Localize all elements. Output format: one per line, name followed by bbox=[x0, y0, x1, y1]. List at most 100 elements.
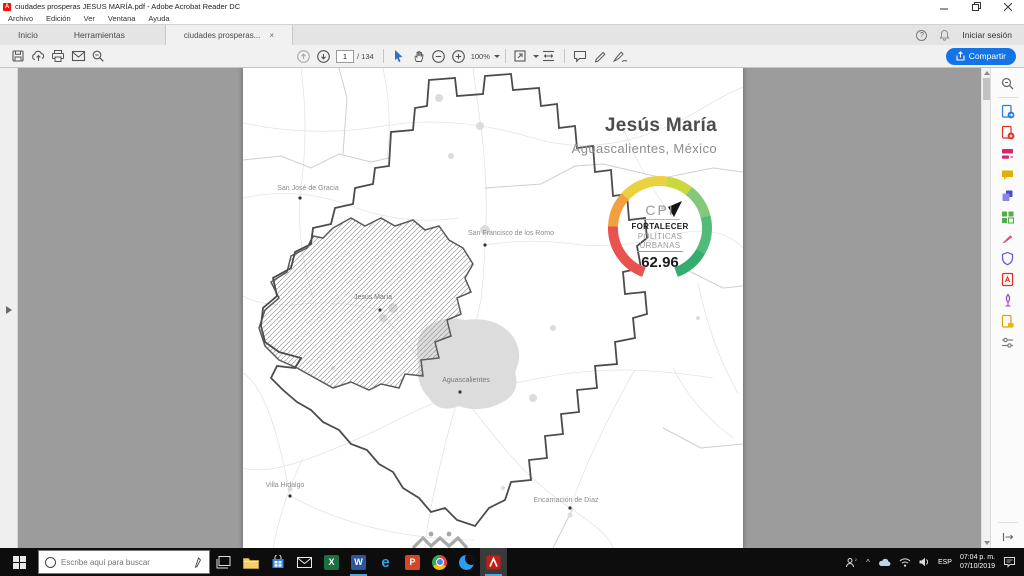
fit-page-button[interactable] bbox=[511, 47, 531, 65]
pdf-page: San José de Gracia San Francisco de los … bbox=[242, 68, 762, 548]
word-icon[interactable]: W bbox=[345, 548, 372, 576]
cpi-gauge: CPI FORTALECER POLÍTICAS URBANAS 62.96 bbox=[607, 175, 713, 281]
chrome-icon[interactable] bbox=[426, 548, 453, 576]
close-button[interactable] bbox=[992, 0, 1024, 13]
language-indicator[interactable]: ESP bbox=[937, 558, 952, 566]
protect-pdf-icon[interactable] bbox=[997, 248, 1019, 269]
gauge-value: 62.96 bbox=[641, 254, 679, 271]
svg-text:²: ² bbox=[855, 558, 857, 564]
comment-panel-icon[interactable] bbox=[997, 164, 1019, 185]
map-label: San José de Gracia bbox=[277, 185, 339, 192]
system-tray: ² ^ ESP 07:04 p. m. 07/10/2019 bbox=[845, 553, 1024, 571]
onedrive-cloud-icon[interactable] bbox=[878, 558, 891, 567]
page-number-input[interactable]: 1 bbox=[336, 49, 354, 63]
gauge-acronym: CPI bbox=[640, 202, 680, 220]
restore-button[interactable] bbox=[960, 0, 992, 13]
navigation-pane-strip bbox=[0, 68, 18, 548]
tab-close-icon[interactable]: × bbox=[269, 30, 275, 40]
next-page-button[interactable] bbox=[313, 47, 333, 65]
hand-tool-button[interactable] bbox=[409, 47, 429, 65]
gauge-line3: URBANAS bbox=[636, 241, 684, 252]
map-label: Encarnación de Díaz bbox=[534, 497, 599, 504]
share-icon bbox=[956, 51, 965, 61]
zoom-level-label[interactable]: 100% bbox=[470, 51, 490, 61]
vertical-scrollbar[interactable] bbox=[981, 68, 990, 548]
fit-width-button[interactable] bbox=[539, 47, 559, 65]
menu-edicion[interactable]: Edición bbox=[46, 14, 71, 23]
task-view-button[interactable] bbox=[210, 548, 237, 576]
hidden-icons-chevron[interactable]: ^ bbox=[866, 557, 870, 567]
page-total-label: / 134 bbox=[357, 51, 374, 61]
excel-icon[interactable]: X bbox=[318, 548, 345, 576]
help-icon[interactable]: ? bbox=[916, 29, 928, 41]
clock-date: 07/10/2019 bbox=[959, 563, 995, 570]
zoom-dropdown-caret[interactable] bbox=[493, 54, 500, 58]
tab-document-label: ciudades prosperas... bbox=[183, 30, 261, 40]
share-button[interactable]: Compartir bbox=[945, 47, 1016, 65]
combine-files-icon[interactable] bbox=[997, 185, 1019, 206]
clock-time: 07:04 p. m. bbox=[959, 554, 995, 561]
scrollbar-thumb[interactable] bbox=[983, 78, 990, 100]
share-label: Compartir bbox=[968, 51, 1006, 61]
tools-panel bbox=[990, 68, 1024, 548]
menu-ver[interactable]: Ver bbox=[83, 14, 95, 23]
fill-sign-icon[interactable] bbox=[997, 227, 1019, 248]
expand-panel-icon[interactable] bbox=[1002, 532, 1014, 542]
search-icon[interactable] bbox=[88, 47, 108, 65]
previous-page-button[interactable] bbox=[293, 47, 313, 65]
powerpoint-icon[interactable]: P bbox=[399, 548, 426, 576]
taskbar-search-input[interactable] bbox=[61, 557, 189, 567]
zoom-out-button[interactable] bbox=[429, 47, 449, 65]
upload-cloud-button[interactable] bbox=[28, 47, 48, 65]
start-button[interactable] bbox=[0, 548, 38, 576]
bell-icon[interactable] bbox=[939, 29, 951, 41]
menu-bar: Archivo Edición Ver Ventana Ayuda bbox=[0, 13, 1024, 24]
print-button[interactable] bbox=[48, 47, 68, 65]
page-subtitle: Aguascalientes, México bbox=[571, 141, 717, 156]
menu-archivo[interactable]: Archivo bbox=[8, 14, 34, 23]
tab-herramientas[interactable]: Herramientas bbox=[73, 30, 125, 40]
organize-pages-icon[interactable] bbox=[997, 206, 1019, 227]
select-tool-button[interactable] bbox=[389, 47, 409, 65]
menu-ventana[interactable]: Ventana bbox=[107, 14, 136, 23]
people-icon[interactable]: ² bbox=[845, 557, 858, 568]
network-icon[interactable] bbox=[899, 557, 911, 567]
edit-pdf-icon[interactable] bbox=[997, 143, 1019, 164]
search-tool-icon[interactable] bbox=[997, 73, 1019, 94]
document-title-block: Jesús María Aguascalientes, México bbox=[572, 115, 717, 156]
acrobat-taskbar-icon[interactable] bbox=[480, 548, 507, 576]
compress-pdf-icon[interactable] bbox=[997, 269, 1019, 290]
fit-dropdown-caret[interactable] bbox=[532, 54, 539, 58]
highlight-pencil-button[interactable] bbox=[590, 47, 610, 65]
file-explorer-icon[interactable] bbox=[237, 548, 264, 576]
more-tools-icon[interactable] bbox=[997, 332, 1019, 353]
microsoft-store-icon[interactable] bbox=[264, 548, 291, 576]
edge-icon[interactable]: e bbox=[381, 553, 390, 571]
create-pdf-icon[interactable] bbox=[997, 122, 1019, 143]
expand-nav-pane-icon[interactable] bbox=[6, 306, 12, 314]
mail-app-icon[interactable] bbox=[291, 548, 318, 576]
volume-icon[interactable] bbox=[919, 557, 930, 567]
tab-inicio[interactable]: Inicio bbox=[18, 30, 38, 40]
certificates-icon[interactable] bbox=[997, 290, 1019, 311]
save-button[interactable] bbox=[8, 47, 28, 65]
sign-tool-button[interactable] bbox=[610, 47, 630, 65]
minimize-button[interactable] bbox=[928, 0, 960, 13]
stamp-tool-icon[interactable] bbox=[997, 311, 1019, 332]
scroll-up-icon[interactable] bbox=[984, 71, 990, 75]
main-toolbar: 1 / 134 100% Compartir bbox=[0, 45, 1024, 68]
action-center-icon[interactable] bbox=[1003, 556, 1016, 568]
crescent-app-icon[interactable] bbox=[453, 548, 480, 576]
comment-tool-button[interactable] bbox=[570, 47, 590, 65]
clock[interactable]: 07:04 p. m. 07/10/2019 bbox=[960, 553, 995, 571]
page-title: Jesús María bbox=[604, 115, 717, 136]
menu-ayuda[interactable]: Ayuda bbox=[148, 14, 170, 23]
export-pdf-icon[interactable] bbox=[997, 101, 1019, 122]
sign-in-link[interactable]: Iniciar sesión bbox=[962, 30, 1012, 40]
taskbar-search-box[interactable] bbox=[38, 550, 210, 574]
scroll-down-icon[interactable] bbox=[984, 541, 990, 545]
zoom-in-button[interactable] bbox=[449, 47, 469, 65]
map-label: Aguascalientes bbox=[442, 377, 490, 384]
tab-document[interactable]: ciudades prosperas... × bbox=[164, 25, 294, 45]
email-button[interactable] bbox=[68, 47, 88, 65]
